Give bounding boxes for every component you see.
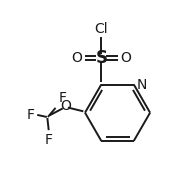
- Text: O: O: [121, 51, 132, 65]
- Text: F: F: [45, 133, 53, 147]
- Text: O: O: [71, 51, 82, 65]
- Text: S: S: [95, 49, 107, 67]
- Text: F: F: [26, 108, 34, 122]
- Text: O: O: [60, 99, 71, 113]
- Text: N: N: [137, 77, 147, 92]
- Text: F: F: [58, 91, 66, 105]
- Text: Cl: Cl: [94, 22, 108, 36]
